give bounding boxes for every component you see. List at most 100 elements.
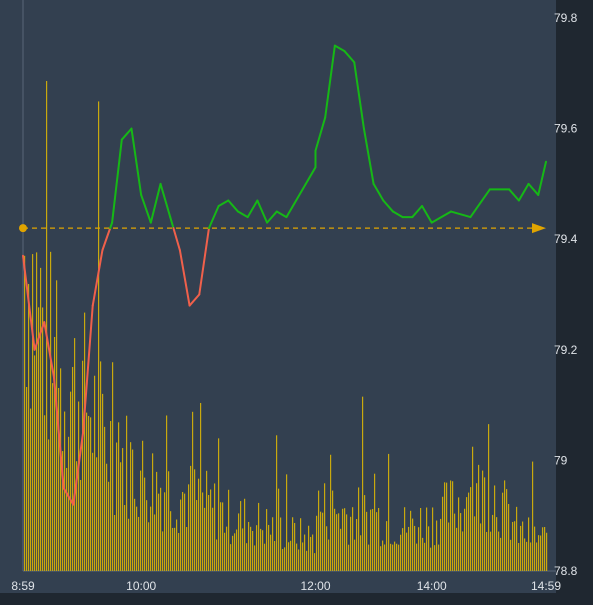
volume-bar xyxy=(174,527,176,571)
volume-bar xyxy=(224,532,226,571)
volume-bar xyxy=(248,521,250,571)
volume-bar xyxy=(30,408,32,571)
volume-bar xyxy=(532,461,534,571)
price-segment xyxy=(91,249,104,307)
volume-bar xyxy=(114,515,116,571)
price-segment xyxy=(304,166,317,185)
volume-bar xyxy=(478,464,480,571)
volume-bar xyxy=(378,507,380,571)
volume-bar xyxy=(48,439,50,571)
volume-bar xyxy=(438,544,440,571)
volume-bar xyxy=(100,361,102,571)
volume-bar xyxy=(38,307,40,571)
volume-bar xyxy=(482,470,484,571)
reference-arrow-icon xyxy=(532,223,546,234)
volume-bar xyxy=(406,532,408,571)
price-segment xyxy=(411,205,424,219)
volume-bar xyxy=(444,482,446,571)
volume-bar xyxy=(196,500,198,571)
volume-bar xyxy=(136,506,138,571)
volume-bar xyxy=(302,542,304,571)
price-segment xyxy=(372,182,385,202)
volume-bar xyxy=(432,507,434,571)
y-axis-ticks: 78.8 79 79.2 79.4 79.6 79.8 xyxy=(554,11,578,578)
volume-bar xyxy=(220,502,222,571)
price-segment xyxy=(275,210,288,219)
volume-bar xyxy=(536,542,538,571)
volume-bar xyxy=(60,368,62,571)
volume-bar xyxy=(202,492,204,571)
volume-bar xyxy=(24,255,26,572)
price-segment xyxy=(82,304,94,434)
volume-bar xyxy=(80,479,82,571)
volume-bar xyxy=(32,254,34,571)
volume-bar xyxy=(58,387,60,571)
volume-bar xyxy=(148,522,150,571)
volume-bar xyxy=(70,391,72,571)
volume-bar xyxy=(476,483,478,571)
volume-bar xyxy=(506,489,508,571)
volume-bar xyxy=(414,525,416,571)
volume-bar xyxy=(538,535,540,571)
price-segment xyxy=(333,44,346,53)
volume-bar xyxy=(62,451,64,571)
volume-bar xyxy=(268,524,270,571)
volume-bar xyxy=(42,307,44,571)
volume-bar xyxy=(72,366,74,571)
price-segment xyxy=(227,199,240,213)
volume-bar xyxy=(286,474,288,571)
volume-bar xyxy=(322,512,324,571)
volume-bar xyxy=(454,513,456,571)
volume-bar xyxy=(430,547,432,571)
volume-bar xyxy=(296,543,298,571)
volume-bar xyxy=(314,553,316,571)
volume-bar xyxy=(188,484,190,571)
volume-bar xyxy=(68,436,70,571)
volume-bar xyxy=(272,517,274,571)
volume-bar xyxy=(92,452,94,571)
y-tick-label: 79 xyxy=(554,453,568,467)
volume-bar xyxy=(450,480,452,571)
price-segment xyxy=(169,216,175,230)
volume-bar xyxy=(244,498,246,571)
volume-bar xyxy=(132,449,134,571)
volume-bar xyxy=(508,503,510,571)
volume-bar xyxy=(440,518,442,571)
volume-bar xyxy=(436,520,438,571)
volume-bar xyxy=(108,481,110,571)
volume-bar xyxy=(276,435,278,571)
volume-bar xyxy=(264,543,266,571)
volume-bar xyxy=(46,81,48,571)
price-segment xyxy=(450,210,472,219)
volume-bar xyxy=(528,517,530,571)
volume-bar xyxy=(512,521,514,571)
volume-bar xyxy=(356,519,358,571)
volume-bar xyxy=(360,535,362,571)
volume-bar xyxy=(94,375,96,571)
volume-bar xyxy=(372,509,374,571)
volume-bar xyxy=(428,526,430,571)
volume-bar xyxy=(106,463,108,571)
volume-bar xyxy=(464,508,466,571)
volume-bar xyxy=(74,338,76,571)
volume-bar xyxy=(78,401,80,571)
volume-bar xyxy=(318,490,320,571)
volume-bar xyxy=(144,477,146,571)
volume-bar xyxy=(362,396,364,571)
volume-bar xyxy=(516,506,518,571)
volume-bar xyxy=(96,457,98,571)
volume-bar xyxy=(194,469,196,571)
volume-bar xyxy=(298,549,300,571)
volume-bar xyxy=(334,508,336,571)
volume-bar xyxy=(236,529,238,571)
y-tick-label: 79.6 xyxy=(554,122,578,136)
volume-bar xyxy=(540,535,542,571)
volume-bar xyxy=(446,482,448,571)
y-tick-label: 79.8 xyxy=(554,11,578,25)
volume-bar xyxy=(524,538,526,571)
volume-bar xyxy=(422,537,424,571)
volume-bar xyxy=(230,544,232,571)
volume-bar xyxy=(218,438,220,571)
price-segment xyxy=(314,116,327,152)
volume-bar xyxy=(180,499,182,571)
